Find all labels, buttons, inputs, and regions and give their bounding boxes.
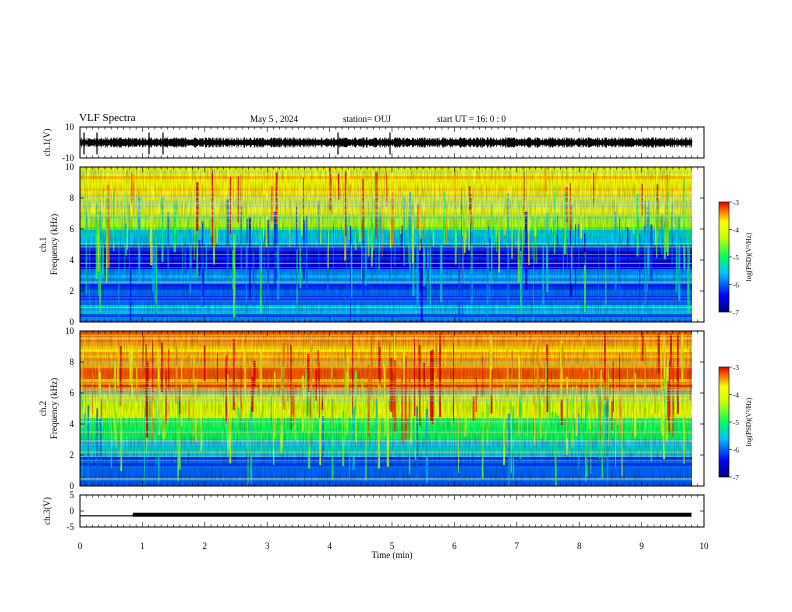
ch1-y-tick-label: -10 — [62, 153, 74, 163]
station-label: station= OUJ — [343, 114, 391, 124]
x-tick-label: 0 — [78, 541, 83, 551]
x-tick-label: 8 — [577, 541, 582, 551]
ch1-freq-tick-label: 10 — [65, 162, 75, 172]
chart-title: VLF Spectra — [79, 112, 136, 124]
ch3-y-tick-label: 5 — [70, 490, 75, 500]
x-tick-label: 7 — [515, 541, 520, 551]
ch2-colorbar — [718, 366, 730, 478]
date-label: May 5 , 2024 — [250, 114, 298, 124]
ch2-colorbar-tick-label: -3 — [733, 364, 739, 372]
start-time-label: start UT = 16: 0 : 0 — [437, 114, 506, 124]
ch2-colorbar-tick-label: -4 — [733, 392, 739, 400]
ch3-y-tick-label: 0 — [70, 506, 75, 516]
x-tick-label: 9 — [639, 541, 644, 551]
ch1-colorbar-tick-label: -5 — [733, 254, 739, 262]
ch1-y-axis-label: ch.1(V) — [42, 129, 52, 157]
ch1-colorbar-tick-label: -3 — [733, 199, 739, 207]
x-axis-label: Time (min) — [372, 550, 413, 560]
x-tick-label: 5 — [390, 541, 395, 551]
ch1-freq-tick-label: 0 — [70, 317, 75, 327]
ch2-colorbar-tick-label: -7 — [733, 474, 739, 482]
ch2-colorbar-tick-label: -6 — [733, 447, 739, 455]
ch1-colorbar — [718, 201, 730, 313]
ch1-y-tick-label: 10 — [65, 122, 75, 132]
ch2-spectrogram-label: ch.2 — [38, 401, 48, 416]
x-tick-label: 2 — [203, 541, 208, 551]
ch1-colorbar-tick-label: -7 — [733, 309, 739, 317]
ch3-y-tick-label: -5 — [67, 522, 75, 532]
ch2-freq-tick-label: 0 — [70, 481, 75, 491]
ch1-freq-tick-label: 8 — [70, 193, 75, 203]
ch2-freq-tick-label: 10 — [65, 326, 75, 336]
ch2-spectrogram-image — [80, 331, 692, 486]
ch2-freq-tick-label: 4 — [70, 419, 75, 429]
x-tick-label: 4 — [327, 541, 332, 551]
ch2-colorbar-label: log(PSD)(V²/Hz) — [745, 397, 753, 446]
ch1-freq-tick-label: 4 — [70, 255, 75, 265]
ch2-frequency-axis-label: Frequency (kHz) — [49, 378, 59, 439]
ch2-colorbar-tick-label: -5 — [733, 419, 739, 427]
ch2-freq-tick-label: 8 — [70, 357, 75, 367]
ch3-y-axis-label: ch.3(V) — [42, 497, 52, 525]
ch2-freq-tick-label: 6 — [70, 388, 75, 398]
x-tick-label: 6 — [452, 541, 457, 551]
ch1-colorbar-tick-label: -6 — [733, 282, 739, 290]
ch1-colorbar-label: log(PSD)(V²/Hz) — [745, 232, 753, 281]
ch2-freq-tick-label: 2 — [70, 450, 75, 460]
ch1-colorbar-tick-label: -4 — [733, 227, 739, 235]
x-tick-label: 10 — [700, 541, 710, 551]
x-tick-label: 1 — [140, 541, 145, 551]
ch1-spectrogram-image — [80, 167, 692, 322]
ch1-frequency-axis-label: Frequency (kHz) — [49, 214, 59, 275]
ch1-spectrogram-label: ch.1 — [38, 237, 48, 252]
ch1-freq-tick-label: 6 — [70, 224, 75, 234]
ch1-freq-tick-label: 2 — [70, 286, 75, 296]
ch1-waveform-line — [79, 137, 693, 148]
x-tick-label: 3 — [265, 541, 270, 551]
